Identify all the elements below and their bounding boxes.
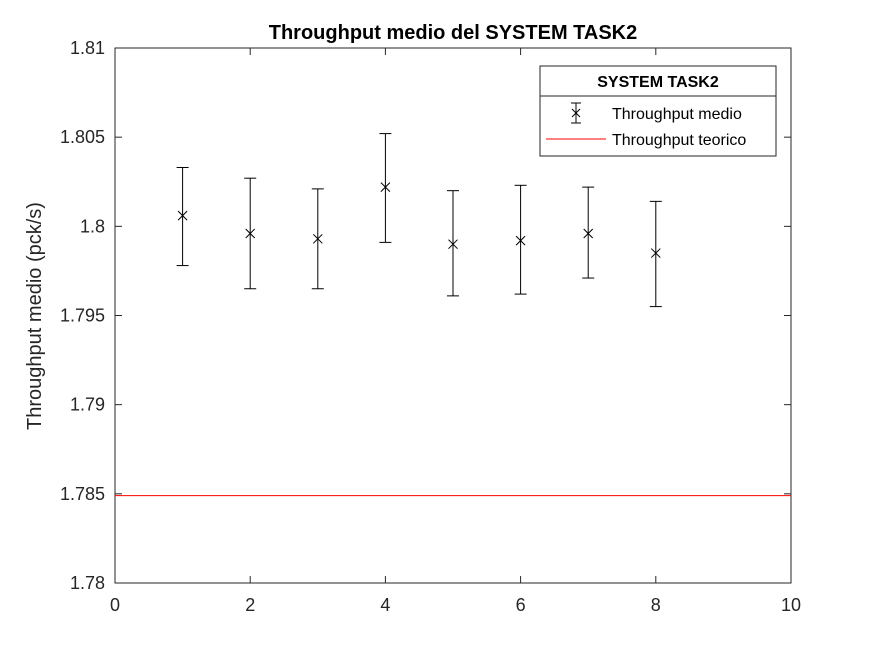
x-tick-label: 10 [781, 595, 801, 615]
x-marker-stroke-b [448, 239, 458, 250]
error-bar-point [176, 166, 189, 267]
error-bar-point [379, 133, 392, 243]
chart-title: Throughput medio del SYSTEM TASK2 [269, 22, 638, 44]
error-bar-point [649, 200, 662, 308]
x-marker-stroke-b [515, 235, 526, 246]
x-tick-label: 4 [380, 595, 390, 615]
error-bar-point [311, 188, 324, 290]
y-tick-label: 1.78 [70, 573, 105, 593]
legend-entry-throughput-medio: Throughput medio [612, 106, 742, 123]
y-axis-label: Throughput medio (pck/s) [24, 202, 46, 430]
x-marker-stroke-b [583, 228, 594, 239]
x-tick-label: 8 [651, 595, 661, 615]
legend-entry-throughput-teorico: Throughput teorico [612, 132, 746, 149]
x-tick-label: 0 [110, 595, 120, 615]
y-tick-label: 1.795 [60, 306, 105, 326]
error-bar-point [582, 186, 595, 279]
y-tick-label: 1.81 [70, 38, 105, 58]
legend-title: SYSTEM TASK2 [597, 74, 719, 91]
y-tick-label: 1.8 [80, 216, 105, 236]
error-bar-point [514, 184, 527, 295]
y-tick-label: 1.805 [60, 127, 105, 147]
x-marker-stroke-b [177, 210, 188, 221]
x-marker-stroke-b [312, 233, 323, 244]
legend: SYSTEM TASK2 Throughput medio Throughput t… [539, 65, 777, 157]
x-tick-label: 6 [516, 595, 526, 615]
legend-x-marker-b [571, 108, 581, 118]
x-marker-stroke-b [380, 182, 391, 192]
error-bar-point [447, 190, 459, 297]
x-tick-label: 2 [245, 595, 255, 615]
legend-box [539, 65, 777, 157]
y-tick-label: 1.785 [60, 484, 105, 504]
error-bar-point [244, 177, 257, 290]
x-marker-stroke-b [245, 228, 256, 239]
x-marker-stroke-b [650, 248, 661, 258]
y-tick-label: 1.79 [70, 395, 105, 415]
